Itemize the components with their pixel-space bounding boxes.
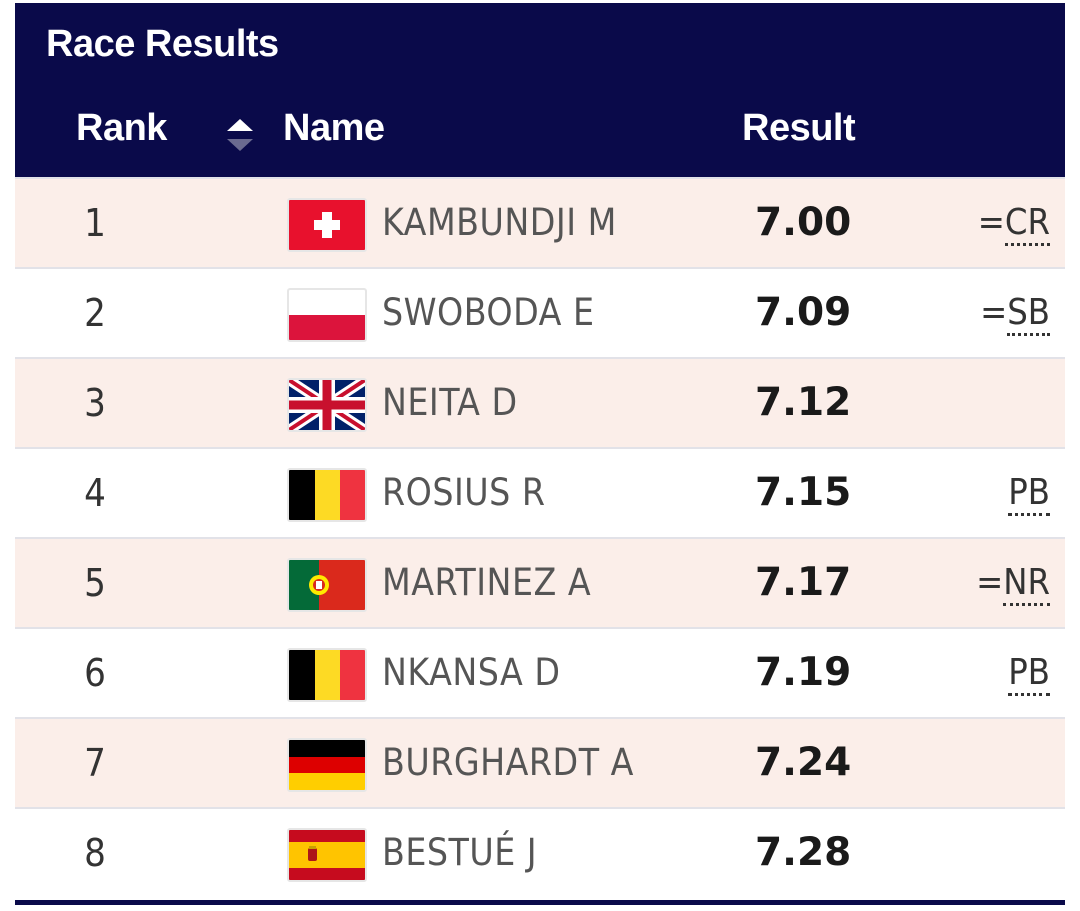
- record-note: PB: [1008, 449, 1050, 537]
- athlete-name[interactable]: KAMBUNDJI M: [382, 201, 617, 244]
- rank-cell: 1: [84, 201, 106, 245]
- athlete-name[interactable]: BURGHARDT A: [382, 741, 634, 784]
- result-time: 7.28: [755, 830, 852, 875]
- table-row[interactable]: 3 NEITA D 7.12: [15, 357, 1065, 447]
- record-abbr[interactable]: NR: [1003, 565, 1050, 606]
- portugal-flag-icon: [287, 558, 367, 612]
- record-abbr[interactable]: CR: [1004, 205, 1050, 246]
- record-abbr[interactable]: PB: [1008, 475, 1050, 516]
- record-note: =SB: [980, 269, 1050, 357]
- switzerland-flag-icon: [287, 198, 367, 252]
- athlete-name[interactable]: BESTUÉ J: [382, 831, 538, 874]
- record-note: =CR: [978, 179, 1050, 267]
- page-title: Race Results: [46, 23, 279, 65]
- record-prefix: =: [980, 292, 1008, 333]
- rank-cell: 3: [84, 381, 106, 425]
- table-row[interactable]: 7 BURGHARDT A 7.24: [15, 717, 1065, 807]
- athlete-name[interactable]: NEITA D: [382, 381, 518, 424]
- athlete-name[interactable]: NKANSA D: [382, 651, 561, 694]
- result-time: 7.24: [755, 740, 852, 785]
- record-prefix: =: [976, 562, 1004, 603]
- results-table: Race Results Rank Name Result 1 KAMBUNDJ…: [15, 3, 1065, 897]
- record-abbr[interactable]: SB: [1007, 295, 1050, 336]
- table-row[interactable]: 5 MARTINEZ A 7.17 =NR: [15, 537, 1065, 627]
- result-time: 7.00: [755, 200, 852, 245]
- rank-cell: 2: [84, 291, 106, 335]
- rank-cell: 7: [84, 741, 106, 785]
- athlete-name[interactable]: MARTINEZ A: [382, 561, 592, 604]
- athlete-name[interactable]: SWOBODA E: [382, 291, 595, 334]
- result-time: 7.17: [755, 560, 852, 605]
- record-note: PB: [1008, 629, 1050, 717]
- table-row[interactable]: 1 KAMBUNDJI M 7.00 =CR: [15, 177, 1065, 267]
- result-time: 7.15: [755, 470, 852, 515]
- table-bottom-rule: [15, 900, 1065, 905]
- result-time: 7.09: [755, 290, 852, 335]
- record-abbr[interactable]: PB: [1008, 655, 1050, 696]
- column-header-rank[interactable]: Rank: [76, 107, 167, 149]
- table-row[interactable]: 6 NKANSA D 7.19 PB: [15, 627, 1065, 717]
- great-britain-flag-icon: [287, 378, 367, 432]
- result-time: 7.19: [755, 650, 852, 695]
- rank-cell: 4: [84, 471, 106, 515]
- rank-cell: 8: [84, 831, 106, 875]
- table-row[interactable]: 2 SWOBODA E 7.09 =SB: [15, 267, 1065, 357]
- poland-flag-icon: [287, 288, 367, 342]
- result-time: 7.12: [755, 380, 852, 425]
- table-row[interactable]: 4 ROSIUS R 7.15 PB: [15, 447, 1065, 537]
- rank-cell: 6: [84, 651, 106, 695]
- table-row[interactable]: 8 BESTUÉ J 7.28: [15, 807, 1065, 897]
- column-header-result[interactable]: Result: [742, 107, 856, 149]
- record-note: =NR: [976, 539, 1050, 627]
- germany-flag-icon: [287, 738, 367, 792]
- spain-flag-icon: [287, 828, 367, 882]
- athlete-name[interactable]: ROSIUS R: [382, 471, 546, 514]
- table-header: Race Results Rank Name Result: [15, 3, 1065, 177]
- belgium-flag-icon: [287, 468, 367, 522]
- sort-arrows-icon[interactable]: [223, 115, 257, 155]
- record-prefix: =: [977, 202, 1005, 243]
- belgium-flag-icon: [287, 648, 367, 702]
- results-rows: 1 KAMBUNDJI M 7.00 =CR 2 SWOBODA E 7.09 …: [15, 177, 1065, 897]
- rank-cell: 5: [84, 561, 106, 605]
- column-header-name[interactable]: Name: [283, 107, 385, 149]
